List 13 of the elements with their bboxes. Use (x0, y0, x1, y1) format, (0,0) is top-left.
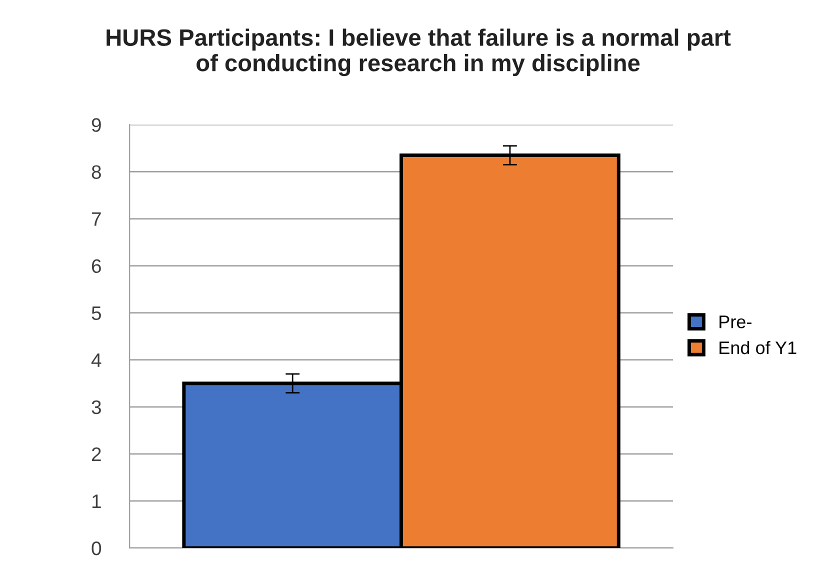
y-tick-label: 3 (92, 400, 101, 414)
y-tick-label: 7 (92, 212, 101, 226)
chart-title: HURS Participants: I believe that failure is a normal part of conducting research in my discipline (106, 28, 731, 76)
legend-label: Pre- (720, 316, 752, 328)
y-tick-label: 6 (92, 259, 101, 274)
y-tick-label: 4 (91, 354, 102, 367)
y-tick-label: 8 (92, 165, 101, 179)
y-tick-label: 1 (92, 494, 101, 508)
y-tick-label: 5 (92, 306, 101, 320)
y-tick-label: 9 (92, 118, 101, 132)
y-tick-label: 2 (92, 447, 101, 461)
y-tick-label: 0 (92, 541, 102, 556)
legend-label: End of Y1 (720, 340, 796, 354)
